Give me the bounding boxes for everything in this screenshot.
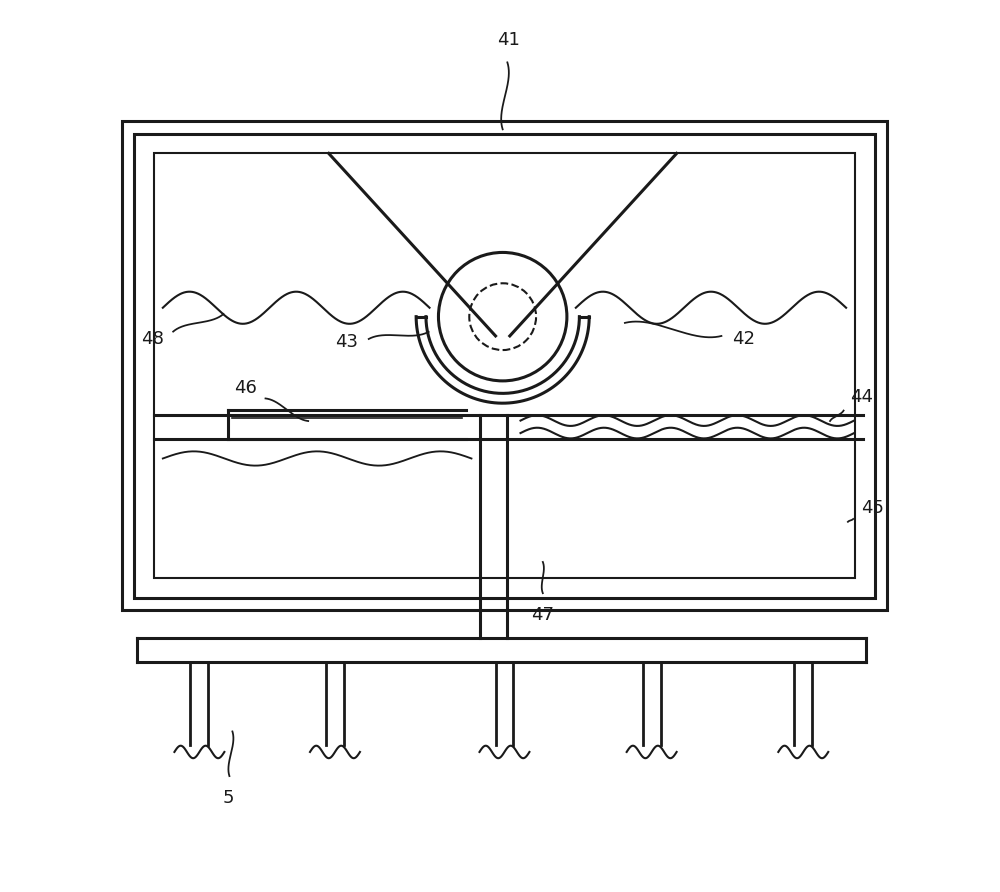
Text: 41: 41 (497, 31, 520, 49)
Text: 44: 44 (850, 388, 873, 406)
Bar (134, 134, 875, 598)
Text: 48: 48 (141, 330, 164, 348)
Text: 43: 43 (335, 333, 358, 351)
Text: 45: 45 (861, 500, 884, 517)
Text: 46: 46 (234, 379, 257, 397)
Bar (122, 121, 887, 610)
Text: 42: 42 (732, 330, 755, 348)
Bar (154, 153, 855, 578)
Text: 47: 47 (531, 607, 554, 624)
Text: 5: 5 (222, 789, 234, 807)
